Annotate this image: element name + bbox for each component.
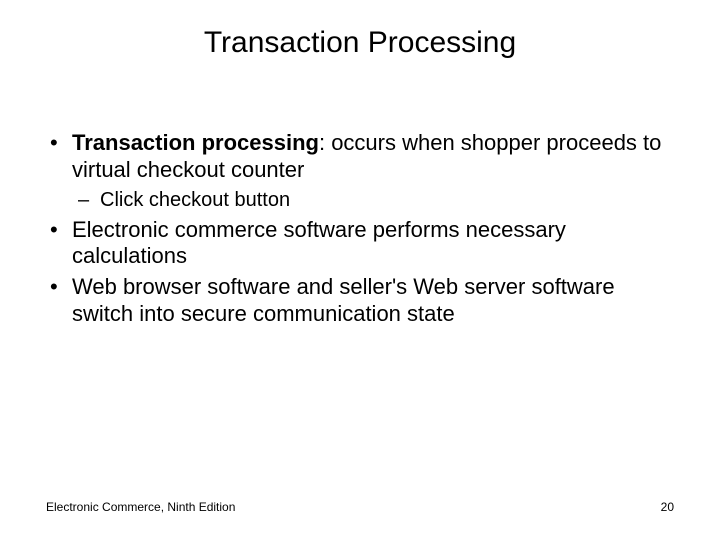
sub-bullet-list: Click checkout button (72, 188, 676, 213)
sub-bullet-1: Click checkout button (72, 188, 676, 213)
page-number: 20 (661, 500, 674, 514)
slide-title: Transaction Processing (0, 26, 720, 60)
bullet-list: Transaction processing: occurs when shop… (46, 130, 676, 328)
bullet-item-3: Web browser software and seller's Web se… (46, 274, 676, 328)
slide-body: Transaction processing: occurs when shop… (46, 130, 676, 332)
footer-text: Electronic Commerce, Ninth Edition (46, 500, 235, 514)
bullet-1-term: Transaction processing (72, 130, 319, 155)
bullet-item-2: Electronic commerce software performs ne… (46, 217, 676, 271)
bullet-item-1: Transaction processing: occurs when shop… (46, 130, 676, 213)
slide: Transaction Processing Transaction proce… (0, 0, 720, 540)
